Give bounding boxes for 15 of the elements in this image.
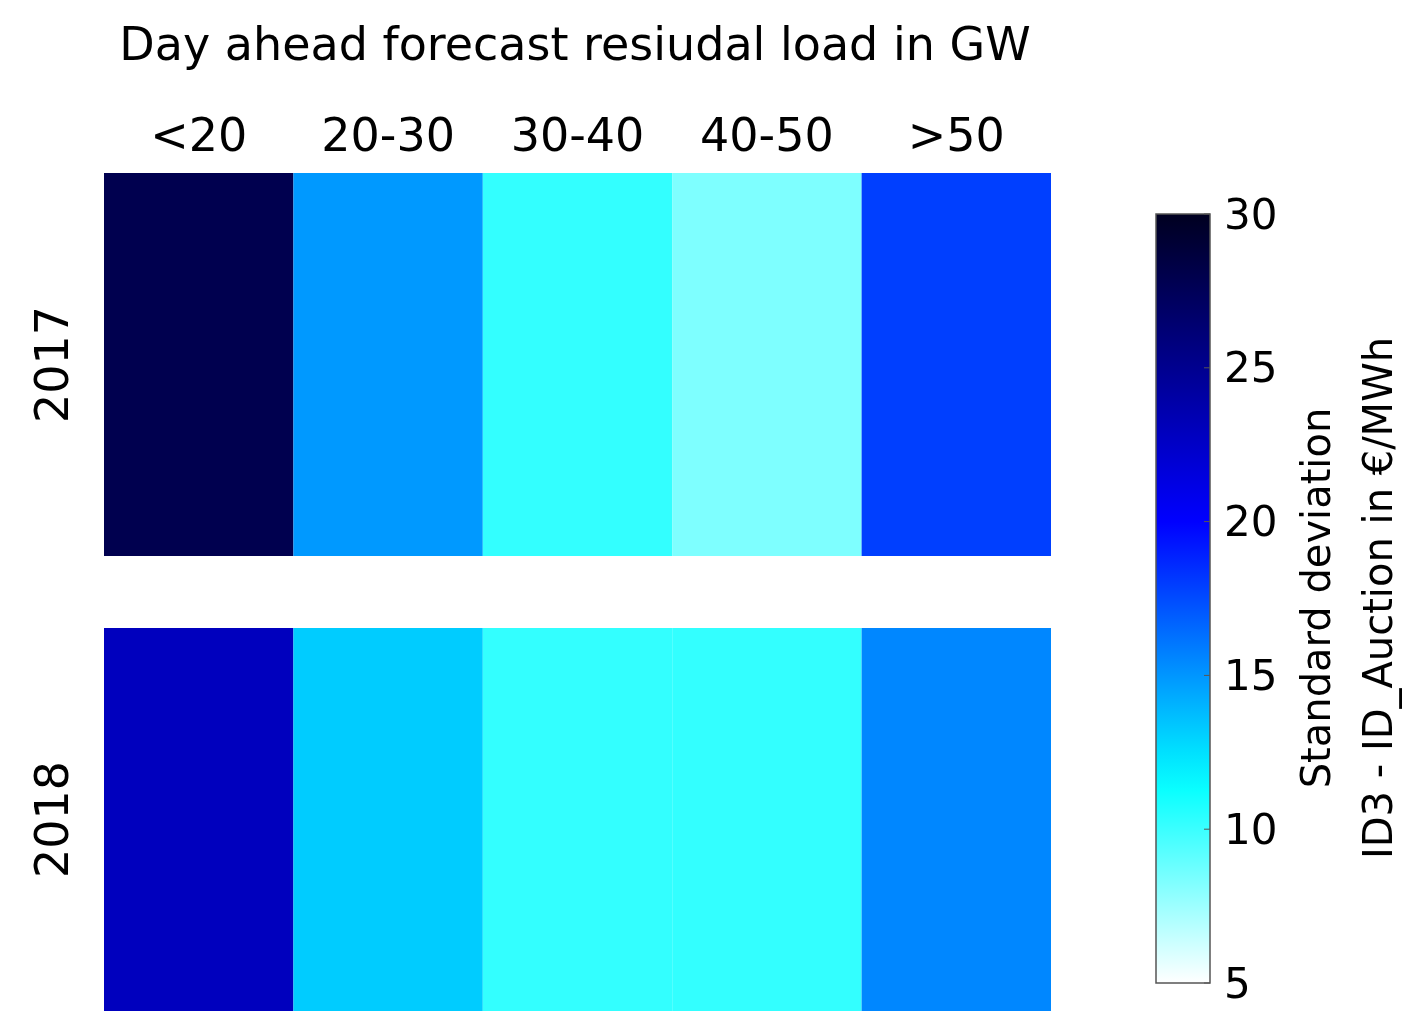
color-bar-label: 30 <box>1224 189 1278 239</box>
color-bar-label: 25 <box>1224 343 1278 393</box>
x-tick-label: 20-30 <box>321 108 455 162</box>
x-tick-label: 40-50 <box>700 108 834 162</box>
y-tick-label: 2017 <box>25 305 79 424</box>
chart-title: Day ahead forecast resiudal load in GW <box>119 17 1031 71</box>
color-bar-label: 15 <box>1224 650 1278 700</box>
x-tick-label: >50 <box>907 108 1005 162</box>
color-bar-label: 20 <box>1224 497 1278 547</box>
x-tick-label: <20 <box>150 108 248 162</box>
y-tick-label: 2018 <box>25 760 79 879</box>
color-bar-label: 5 <box>1224 958 1251 1008</box>
x-tick-label: 30-40 <box>510 108 645 162</box>
color-bar-title: Standard deviation ID3 - ID_Auction in €/MWh <box>1293 336 1402 860</box>
color-bar-label: 10 <box>1224 804 1278 854</box>
